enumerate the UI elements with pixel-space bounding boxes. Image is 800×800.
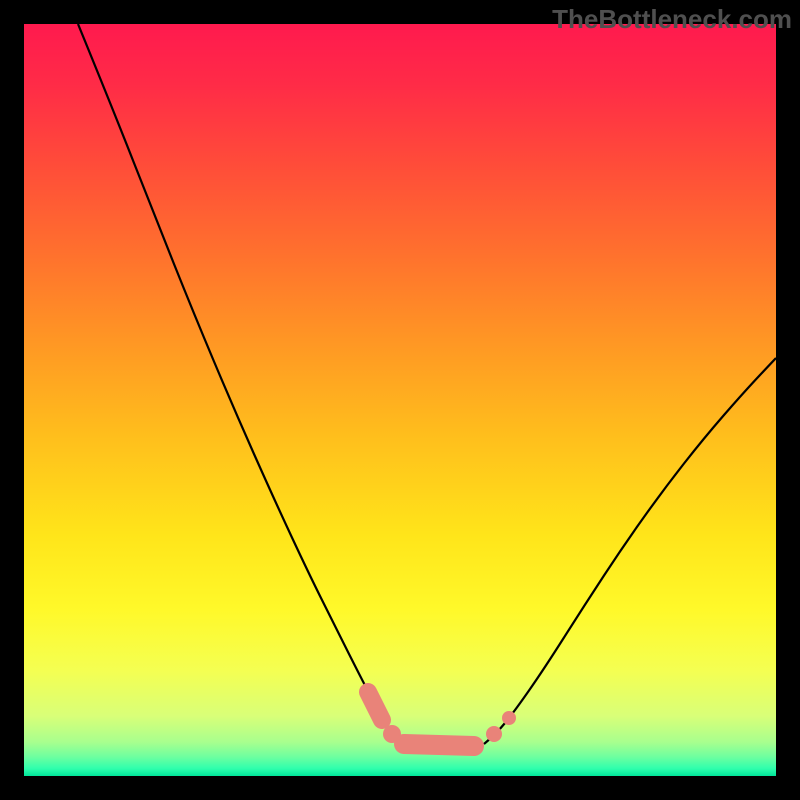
watermark-text: TheBottleneck.com — [552, 4, 792, 35]
gradient-background — [24, 24, 776, 776]
bottleneck-curve-chart — [24, 24, 776, 776]
trough-marker-capsule — [404, 744, 474, 746]
chart-frame — [0, 0, 800, 800]
trough-marker-dot — [502, 711, 516, 725]
trough-marker-dot — [486, 726, 502, 742]
trough-marker-capsule — [368, 692, 382, 720]
